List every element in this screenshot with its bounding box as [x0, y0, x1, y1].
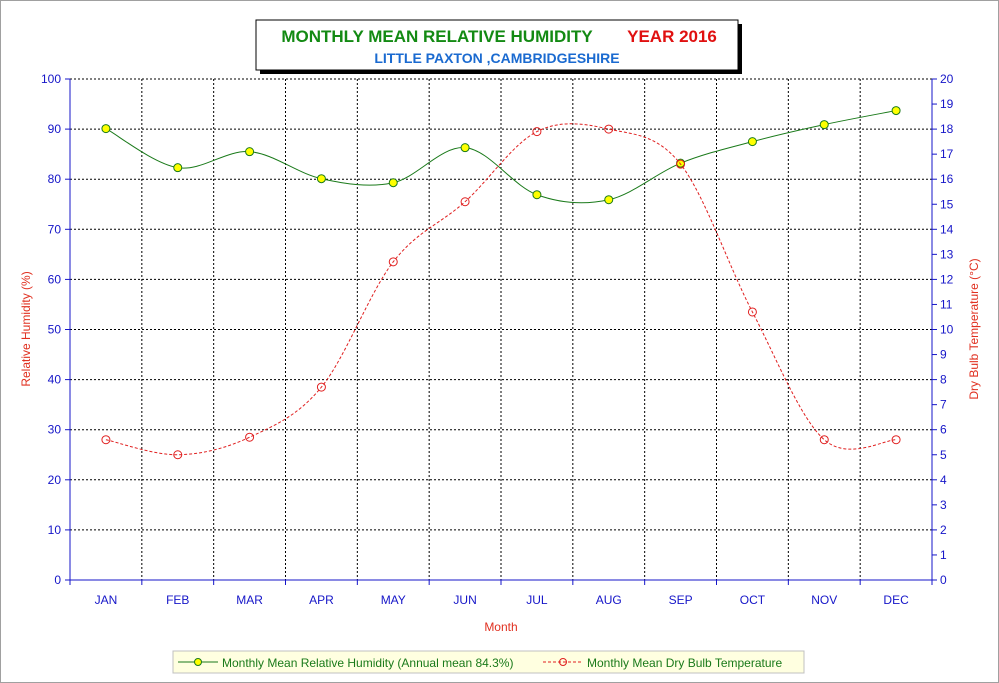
x-tick-label: NOV	[811, 593, 837, 607]
series-1-point	[245, 432, 255, 442]
chart-title: MONTHLY MEAN RELATIVE HUMIDITY	[281, 27, 593, 46]
y-right-tick-label: 14	[940, 222, 954, 236]
series-1-point	[460, 197, 470, 207]
series-1-point	[173, 450, 183, 460]
y-axis-left-title: Relative Humidity (%)	[19, 271, 33, 386]
title-box: MONTHLY MEAN RELATIVE HUMIDITY YEAR 2016…	[255, 19, 742, 74]
y-left-tick-label: 20	[48, 473, 62, 487]
series-0-point	[604, 195, 614, 205]
x-tick-label: SEP	[669, 593, 693, 607]
y-right-tick-label: 7	[940, 398, 947, 412]
series-0-point	[388, 178, 398, 188]
series-1-point	[604, 124, 614, 134]
y-axis-right-title: Dry Bulb Temperature (°C)	[967, 258, 981, 399]
tick-labels: 0102030405060708090100012345678910111213…	[41, 72, 954, 607]
legend: Monthly Mean Relative Humidity (Annual m…	[172, 650, 805, 674]
y-left-tick-label: 70	[48, 222, 62, 236]
legend-item-temperature: Monthly Mean Dry Bulb Temperature	[543, 656, 783, 670]
legend-label-temperature: Monthly Mean Dry Bulb Temperature	[587, 656, 783, 670]
y-right-tick-label: 18	[940, 122, 954, 136]
y-right-tick-label: 2	[940, 523, 947, 537]
series-1-point	[532, 127, 542, 137]
y-right-tick-label: 1	[940, 548, 947, 562]
x-tick-label: JUL	[526, 593, 548, 607]
series-1-point	[676, 159, 686, 169]
grid	[70, 78, 932, 580]
y-left-tick-label: 0	[54, 573, 61, 587]
y-right-tick-label: 4	[940, 473, 947, 487]
x-tick-label: AUG	[596, 593, 622, 607]
y-right-tick-label: 10	[940, 323, 954, 337]
y-right-tick-label: 11	[940, 297, 953, 311]
series-0-point	[245, 147, 255, 157]
chart-subtitle: LITTLE PAXTON ,CAMBRIDGESHIRE	[374, 50, 619, 66]
y-right-tick-label: 6	[940, 423, 947, 437]
y-left-tick-label: 50	[48, 323, 62, 337]
y-left-tick-label: 40	[48, 373, 62, 387]
legend-marker-humidity	[194, 658, 202, 666]
y-right-tick-label: 13	[940, 247, 954, 261]
series-line-1	[105, 123, 897, 456]
y-right-tick-label: 16	[940, 172, 954, 186]
y-right-tick-label: 20	[940, 72, 954, 86]
series-1-point	[891, 435, 901, 445]
x-tick-label: APR	[309, 593, 334, 607]
y-right-tick-label: 12	[940, 272, 954, 286]
x-tick-label: JAN	[95, 593, 118, 607]
y-left-tick-label: 30	[48, 423, 62, 437]
y-right-tick-label: 3	[940, 498, 947, 512]
y-left-tick-label: 60	[48, 272, 62, 286]
axes	[65, 78, 937, 585]
y-right-tick-label: 19	[940, 97, 954, 111]
x-tick-label: MAR	[236, 593, 263, 607]
series-1-point	[101, 435, 111, 445]
series-1-point	[316, 382, 326, 392]
series-0-point	[101, 124, 111, 134]
series-0-point	[747, 137, 757, 147]
x-tick-label: OCT	[740, 593, 766, 607]
y-right-tick-label: 0	[940, 573, 947, 587]
legend-item-humidity: Monthly Mean Relative Humidity (Annual m…	[178, 656, 513, 670]
series	[101, 106, 901, 460]
x-tick-label: FEB	[166, 593, 189, 607]
x-tick-label: MAY	[381, 593, 406, 607]
legend-label-humidity: Monthly Mean Relative Humidity (Annual m…	[222, 656, 513, 670]
y-right-tick-label: 17	[940, 147, 954, 161]
series-0-point	[532, 190, 542, 200]
series-0-point	[316, 174, 326, 184]
y-left-tick-label: 90	[48, 122, 62, 136]
chart-title-year: YEAR 2016	[627, 27, 717, 46]
x-tick-label: DEC	[883, 593, 909, 607]
x-axis-title: Month	[484, 620, 517, 634]
y-right-tick-label: 8	[940, 373, 947, 387]
y-left-tick-label: 100	[41, 72, 61, 86]
series-1-point	[819, 435, 829, 445]
y-right-tick-label: 9	[940, 348, 947, 362]
series-0-point	[173, 163, 183, 173]
series-0-point	[460, 143, 470, 153]
x-tick-label: JUN	[453, 593, 476, 607]
series-0-point	[819, 120, 829, 130]
y-left-tick-label: 10	[48, 523, 62, 537]
series-1-point	[388, 257, 398, 267]
legend-marker-temperature	[559, 658, 567, 666]
series-0-point	[891, 106, 901, 116]
y-right-tick-label: 15	[940, 197, 954, 211]
y-right-tick-label: 5	[940, 448, 947, 462]
series-1-point	[747, 307, 757, 317]
y-left-tick-label: 80	[48, 172, 62, 186]
